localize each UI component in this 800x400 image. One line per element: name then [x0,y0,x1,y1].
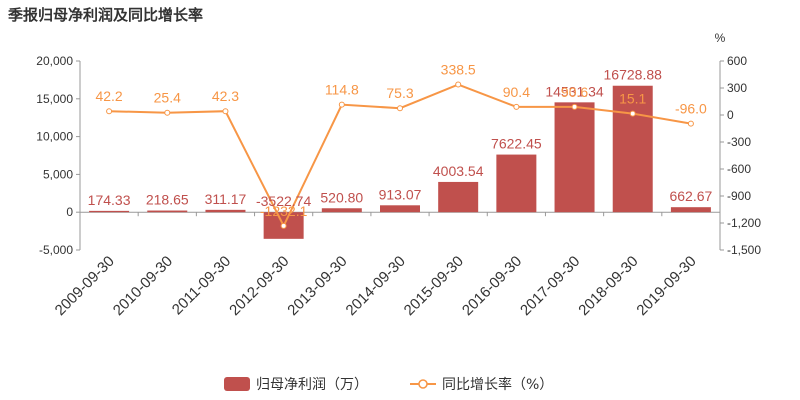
bar [670,207,711,213]
bar-value-label: 662.67 [669,188,712,204]
bar [496,154,537,213]
line-value-label: -1232.1 [260,203,308,219]
x-tick-label: 2009-09-30 [52,253,118,319]
bar [205,209,246,213]
y-left-tick-label: 20,000 [36,54,73,68]
legend-bar-label: 归母净利润（万） [256,376,368,393]
line-point [397,105,403,112]
line-value-label: 338.5 [441,62,476,78]
y-right-tick-label: 0 [727,108,734,122]
line-point [513,103,520,110]
y-right-tick-label: -1,200 [727,216,761,230]
line-series [106,81,694,229]
x-tick-label: 2010-09-30 [110,253,176,319]
line-point [687,120,694,127]
x-tick-label: 2018-09-30 [575,253,641,319]
line-value-label: 114.8 [325,82,359,98]
y-right-tick-label: 600 [727,54,747,68]
bar-value-label: -3522.74 [256,193,311,209]
x-tick-label: 2013-09-30 [284,253,350,319]
line-point [338,101,345,108]
line-point [280,222,287,229]
y-right-tick-label: -300 [727,135,751,149]
line-point [164,109,171,116]
y-left-tick-label: 0 [66,205,73,219]
bar-value-label: 311.17 [205,191,247,207]
x-tick-label: 2019-09-30 [633,253,699,319]
line-point [106,108,113,115]
legend[interactable]: 归母净利润（万） 同比增长率（%） [224,376,553,393]
line-value-label: 75.3 [386,85,413,101]
x-tick-label: 2014-09-30 [343,253,409,319]
y-right-unit: % [715,31,726,45]
y-left-tick-label: 15,000 [36,92,73,106]
line-point [571,103,578,110]
y-right-tick-label: 300 [727,81,747,95]
legend-line-marker [418,379,428,389]
bar [380,205,420,213]
bar-value-label: 7622.45 [491,136,542,152]
x-tick-label: 2017-09-30 [517,253,583,319]
bar-value-label: 913.07 [379,186,422,202]
line-value-label: 42.3 [212,88,239,104]
line-value-label: 90.6 [561,84,588,100]
line-point [629,110,636,117]
bar-value-label: 218.65 [146,192,189,208]
bar [321,208,362,213]
y-left-tick-label: 5,000 [43,167,73,181]
bar-value-label: 520.80 [320,189,363,205]
y-left-tick-label: 10,000 [36,130,73,144]
bar [612,85,653,213]
bar [438,181,479,213]
line-value-label: -96.0 [675,101,707,117]
x-tick-label: 2015-09-30 [401,253,467,319]
y-left-tick-label: -5,000 [39,243,73,257]
bar [147,210,188,213]
bar-value-label: 16728.88 [604,67,663,83]
line-value-label: 90.4 [503,84,530,100]
line-value-label: 25.4 [154,90,181,106]
y-right-tick-label: -600 [727,162,751,176]
x-tick-label: 2011-09-30 [169,253,234,318]
line-value-label: 15.1 [619,91,646,107]
bar-value-label: 174.33 [88,192,131,208]
x-tick-label: 2012-09-30 [226,253,292,319]
legend-bar-swatch [224,377,250,391]
bar [89,210,130,213]
bar-value-label: 14531.34 [545,83,604,99]
line-value-label: 42.2 [95,88,122,104]
chart-title: 季报归母净利润及同比增长率 [8,6,204,24]
x-tick-label: 2016-09-30 [459,253,525,319]
data-labels: 174.33 218.65 311.17 -3522.74 520.80 913.07 40… [88,62,713,219]
y-right-tick-label: -1,500 [727,243,761,257]
bar [554,102,595,213]
y-right-tick-label: -900 [727,189,751,203]
legend-line-label: 同比增长率（%） [442,376,553,393]
bar-series [89,85,711,239]
line-point [222,108,229,115]
line-point [455,81,462,88]
bar-value-label: 4003.54 [433,163,484,179]
